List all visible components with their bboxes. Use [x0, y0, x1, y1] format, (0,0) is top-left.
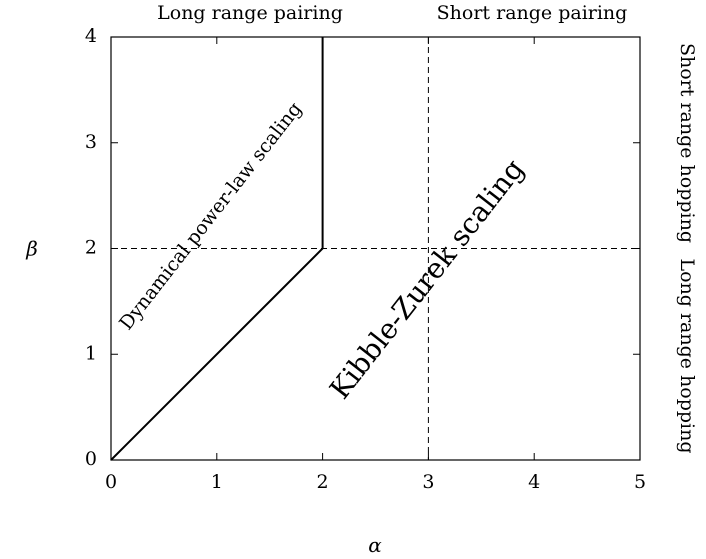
right-label-long-range-hopping: Long range hopping	[676, 258, 698, 453]
y-tick-label: 3	[85, 131, 97, 153]
x-tick-label: 3	[422, 471, 434, 493]
series-line-0	[110, 37, 324, 461]
x-axis-ticks: 0 1 2 3 4 5	[105, 37, 646, 493]
right-label-short-range-hopping: Short range hopping	[676, 43, 698, 243]
reference-lines	[111, 37, 640, 460]
y-axis-label: β	[25, 237, 38, 261]
x-axis-label: α	[368, 533, 382, 557]
y-tick-label: 4	[85, 25, 97, 47]
top-label-long-range-pairing: Long range pairing	[157, 2, 343, 24]
x-tick-label: 5	[634, 471, 646, 493]
annotation-kibble-zurek-scaling: Kibble-Zurek scaling	[323, 153, 530, 406]
annotation-dynamical-scaling: Dynamical power-law scaling	[115, 98, 306, 334]
y-tick-label: 2	[85, 237, 97, 259]
series-lines	[110, 37, 324, 461]
x-tick-label: 0	[105, 471, 117, 493]
y-tick-label: 1	[85, 342, 97, 364]
top-label-short-range-pairing: Short range pairing	[437, 2, 628, 24]
x-tick-label: 2	[317, 471, 329, 493]
x-tick-label: 1	[211, 471, 223, 493]
x-tick-label: 4	[528, 471, 540, 493]
y-axis-ticks: 0 1 2 3 4	[85, 25, 640, 470]
y-tick-label: 0	[85, 448, 97, 470]
